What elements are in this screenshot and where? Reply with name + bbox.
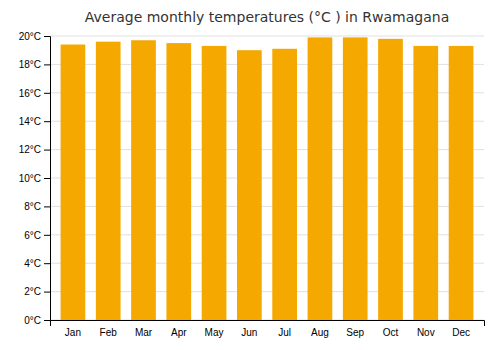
bar [343,37,368,320]
tick-label: Sep [346,327,364,338]
tick-mark [44,121,50,122]
y-axis: 0°C 2°C 4°C 6°C 8°C 10°C 12°C 14°C 16°C 18°C 20°C [19,31,51,326]
tick: Feb [100,327,118,338]
tick-label: 18°C [19,59,41,70]
tick-label: 16°C [19,88,41,99]
tick: 8°C [24,201,50,212]
tick-mark [44,235,50,236]
tick-label: 6°C [24,230,41,241]
tick: Nov [417,327,435,338]
tick: 16°C [19,88,50,99]
tick-label: 14°C [19,116,41,127]
tick: 20°C [19,31,50,42]
bar [166,43,191,320]
tick: 14°C [19,116,50,127]
bars [61,37,474,320]
tick-label: 0°C [24,315,41,326]
bar [237,50,262,320]
bar [413,46,438,320]
tick-label: Mar [135,327,153,338]
bar [449,46,474,320]
tick: Jan [65,327,81,338]
bar [272,49,297,320]
axis-domain [51,321,485,327]
tick-label: Dec [452,327,470,338]
tick-mark [44,178,50,179]
tick-mark [44,93,50,94]
tick-mark [44,36,50,37]
x-axis: Jan Feb Mar Apr May Jun Jul Aug Sep Oct Nov Dec [51,321,485,339]
title: Average monthly temperatures (°C ) in Rw… [85,9,449,25]
bar [202,46,227,320]
bar [96,42,121,320]
plot: 0°C 2°C 4°C 6°C 8°C 10°C 12°C 14°C 16°C 18°C 20°C J… [19,31,485,338]
tick-label: Jul [278,327,291,338]
tick-mark [44,263,50,264]
axis-domain [44,37,51,321]
tick-mark [44,150,50,151]
grid [50,36,484,320]
tick: 6°C [24,230,50,241]
tick-label: Apr [171,327,187,338]
tick: Oct [383,327,399,338]
tick-mark [44,292,50,293]
tick: May [205,327,224,338]
tick: Sep [346,327,364,338]
tick: 18°C [19,59,50,70]
tick: 0°C [24,315,50,326]
tick: Mar [135,327,153,338]
tick-label: 12°C [19,144,41,155]
bar [308,37,333,320]
grid-line [50,36,484,37]
tick: Jul [278,327,291,338]
tick-mark [44,320,50,321]
tick-label: Jan [65,327,81,338]
tick: Apr [171,327,187,338]
tick-label: May [205,327,224,338]
tick-label: 20°C [19,31,41,42]
bar [378,39,403,320]
tick-label: Jun [241,327,257,338]
tick: Dec [452,327,470,338]
tick: 10°C [19,173,50,184]
bar [61,45,86,320]
bar [131,40,156,320]
tick-label: Oct [383,327,399,338]
tick-label: 4°C [24,258,41,269]
tick: 12°C [19,144,50,155]
tick: Jun [241,327,257,338]
tick-label: 10°C [19,173,41,184]
tick-label: 8°C [24,201,41,212]
tick-label: Nov [417,327,435,338]
chart: 0°C 2°C 4°C 6°C 8°C 10°C 12°C 14°C 16°C 18°C 20°C J… [0,0,500,350]
tick-label: Aug [311,327,329,338]
tick-mark [44,64,50,65]
tick-label: 2°C [24,286,41,297]
tick-label: Feb [100,327,118,338]
tick: 2°C [24,286,50,297]
tick: 4°C [24,258,50,269]
tick-mark [44,206,50,207]
tick: Aug [311,327,329,338]
